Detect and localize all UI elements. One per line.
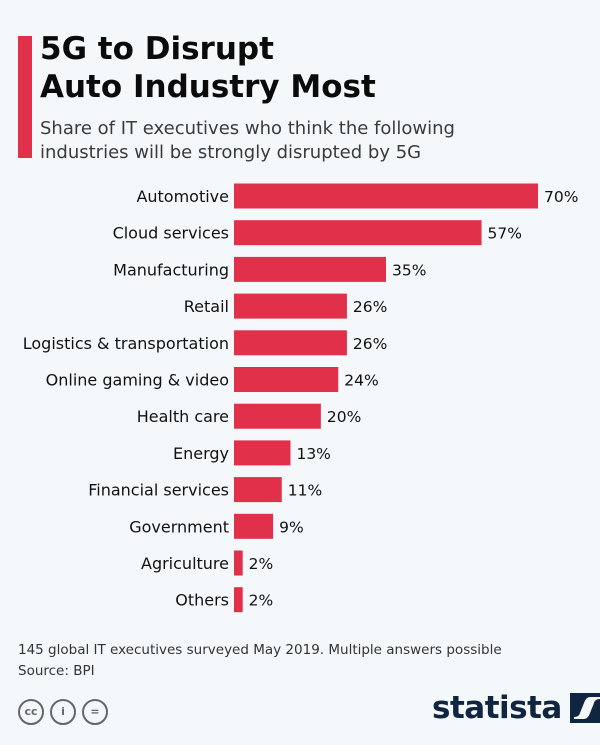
bar xyxy=(234,183,538,209)
bar xyxy=(234,513,274,539)
license-icons[interactable]: cc i = xyxy=(18,699,108,725)
cc-icon: cc xyxy=(18,699,44,725)
category-label: Logistics & transportation xyxy=(23,334,229,353)
attribution-icon: i xyxy=(50,699,76,725)
statista-logo-icon xyxy=(569,693,600,723)
value-label: 26% xyxy=(353,335,387,353)
value-label: 11% xyxy=(288,482,322,500)
category-label: Online gaming & video xyxy=(46,371,229,390)
bar xyxy=(234,293,347,319)
footnote-block: 145 global IT executives surveyed May 20… xyxy=(18,640,502,682)
chart-subtitle: Share of IT executives who think the fol… xyxy=(40,117,455,165)
no-derivatives-icon: = xyxy=(82,699,108,725)
footnote: 145 global IT executives surveyed May 20… xyxy=(18,642,502,658)
chart-title: 5G to Disrupt Auto Industry Most xyxy=(40,30,376,106)
category-label: Government xyxy=(129,517,229,536)
value-label: 35% xyxy=(392,261,426,279)
value-label: 2% xyxy=(249,592,274,610)
category-label: Financial services xyxy=(88,481,229,500)
category-label: Agriculture xyxy=(141,554,229,573)
subtitle-line-1: Share of IT executives who think the fol… xyxy=(40,118,455,139)
category-label: Others xyxy=(175,591,229,610)
bar xyxy=(234,403,321,429)
source: Source: BPI xyxy=(18,663,95,679)
title-line-2: Auto Industry Most xyxy=(40,69,376,105)
value-label: 13% xyxy=(296,445,330,463)
subtitle-line-2: industries will be strongly disrupted by… xyxy=(40,142,422,163)
statista-logo[interactable]: statista xyxy=(432,690,600,726)
bar xyxy=(234,367,339,392)
category-label: Retail xyxy=(184,297,229,316)
bar xyxy=(234,550,243,576)
bar xyxy=(234,256,386,282)
title-accent-bar xyxy=(18,36,32,158)
category-label: Energy xyxy=(173,444,229,463)
bar xyxy=(234,440,291,466)
value-label: 9% xyxy=(279,518,304,536)
category-label: Automotive xyxy=(136,187,229,206)
category-label: Health care xyxy=(137,407,229,426)
category-label: Cloud services xyxy=(113,224,229,243)
bar xyxy=(234,587,243,613)
value-label: 24% xyxy=(344,372,378,390)
value-label: 57% xyxy=(488,225,522,243)
category-label: Manufacturing xyxy=(113,260,229,279)
bar xyxy=(234,330,347,356)
bar-chart: Automotive 70% Cloud services 57% Manufactur… xyxy=(23,183,578,613)
title-line-1: 5G to Disrupt xyxy=(40,31,274,67)
value-label: 20% xyxy=(327,408,361,426)
brand-wordmark: statista xyxy=(432,690,562,726)
bar xyxy=(234,477,282,503)
value-label: 70% xyxy=(544,188,578,206)
value-label: 26% xyxy=(353,298,387,316)
bar xyxy=(234,220,482,246)
value-label: 2% xyxy=(249,555,274,573)
